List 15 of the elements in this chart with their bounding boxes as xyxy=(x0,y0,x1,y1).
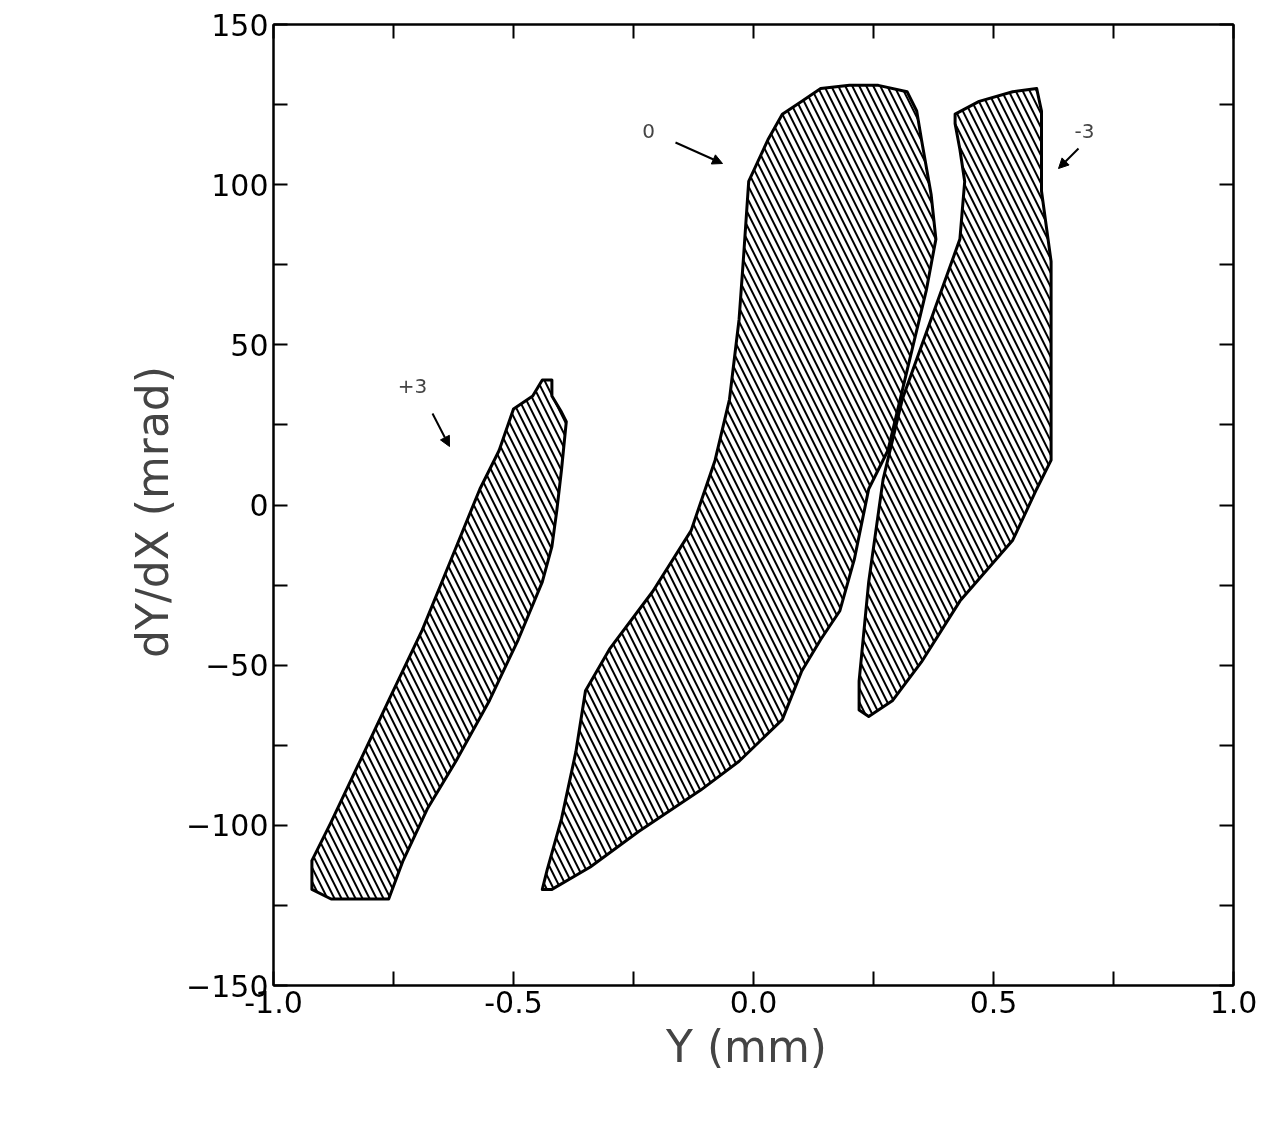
y-tick-label: 100 xyxy=(211,167,269,203)
x-axis-title: Y (mm) xyxy=(665,1020,827,1072)
annotation: -3 xyxy=(1074,118,1095,143)
x-tick-label: 1.0 xyxy=(1209,984,1258,1020)
y-tick-label: 50 xyxy=(230,327,269,363)
annotation: +3 xyxy=(397,373,428,398)
y-tick-label: 150 xyxy=(211,7,269,43)
y-tick-label: −50 xyxy=(205,648,269,684)
y-tick-label: −100 xyxy=(186,808,269,844)
annotation: 0 xyxy=(642,118,655,143)
x-tick-label: 0.5 xyxy=(969,984,1018,1020)
x-tick-label: -0.5 xyxy=(484,984,543,1020)
x-tick-label: 0.0 xyxy=(729,984,778,1020)
y-axis-title: dY/dX (mrad) xyxy=(127,366,179,658)
y-tick-label: 0 xyxy=(249,488,269,523)
